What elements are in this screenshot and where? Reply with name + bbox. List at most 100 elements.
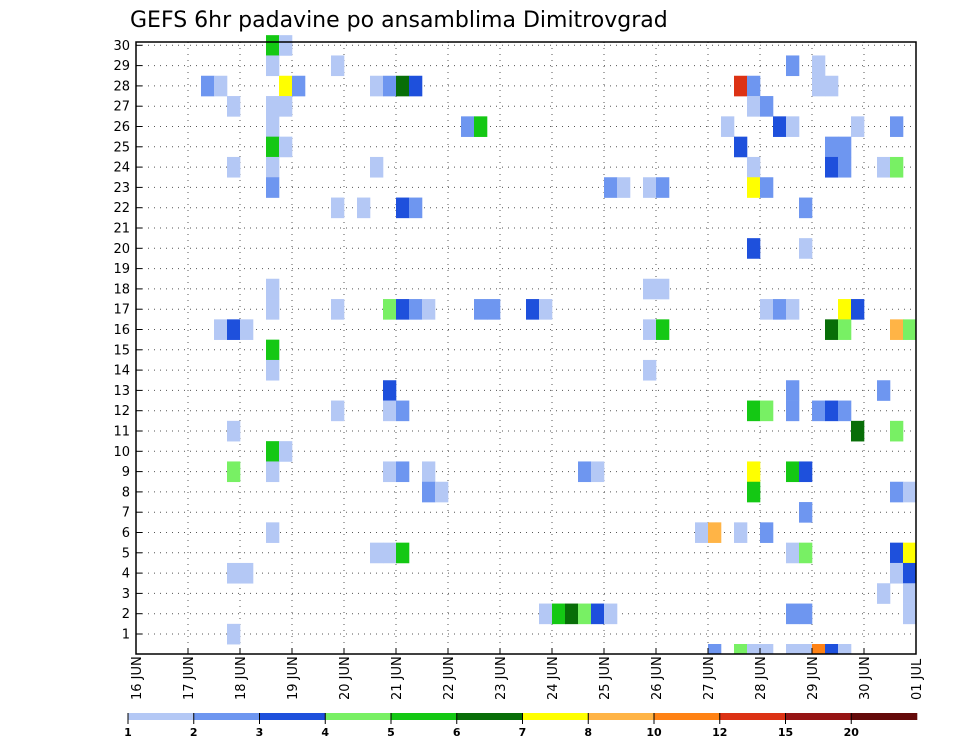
data-cells bbox=[201, 35, 917, 654]
precip-cell-bottom bbox=[812, 644, 826, 654]
precip-cell bbox=[591, 461, 605, 483]
precip-cell bbox=[734, 522, 748, 543]
precip-cell bbox=[396, 197, 410, 219]
y-tick-label: 6 bbox=[122, 526, 130, 541]
y-tick-label: 8 bbox=[122, 485, 130, 500]
precip-cell bbox=[799, 603, 813, 625]
y-tick-label: 3 bbox=[122, 587, 130, 602]
precip-cell bbox=[266, 461, 280, 483]
precip-cell bbox=[240, 319, 254, 340]
y-tick-label: 22 bbox=[113, 201, 130, 216]
x-tick-label: 30 JUN bbox=[858, 656, 873, 700]
colorbar-label: 5 bbox=[387, 726, 395, 739]
x-tick-label: 19 JUN bbox=[286, 656, 301, 700]
y-tick-label: 13 bbox=[113, 384, 130, 399]
precip-cell bbox=[890, 562, 904, 584]
precip-cell bbox=[279, 441, 293, 462]
precip-cell bbox=[786, 380, 800, 401]
precip-cell bbox=[747, 75, 761, 97]
precip-cell bbox=[214, 319, 228, 340]
precip-cell bbox=[383, 400, 397, 422]
precip-cell bbox=[383, 299, 397, 320]
precip-cell bbox=[227, 156, 241, 178]
precip-cell-bottom bbox=[838, 644, 852, 654]
x-tick-label: 18 JUN bbox=[234, 656, 249, 700]
precip-cell bbox=[370, 156, 384, 178]
precip-cell bbox=[422, 299, 436, 320]
y-tick-label: 18 bbox=[113, 282, 130, 297]
y-tick-label: 10 bbox=[113, 445, 130, 460]
y-tick-label: 28 bbox=[113, 79, 130, 94]
precip-cell bbox=[201, 75, 215, 97]
colorbar-segment bbox=[128, 713, 195, 720]
precip-cell bbox=[643, 359, 657, 381]
precip-cell bbox=[903, 542, 917, 564]
precip-cell bbox=[409, 299, 423, 320]
precip-cell bbox=[279, 75, 293, 97]
precip-cell bbox=[890, 156, 904, 178]
precip-cell bbox=[396, 542, 410, 564]
precip-cell bbox=[266, 522, 280, 543]
precip-cell bbox=[838, 319, 852, 340]
precip-cell bbox=[383, 75, 397, 97]
precip-cell bbox=[331, 400, 345, 422]
colorbar-segment bbox=[588, 713, 655, 720]
precip-cell bbox=[903, 481, 917, 503]
precip-cell bbox=[266, 339, 280, 361]
precip-cell bbox=[890, 116, 904, 137]
precip-cell bbox=[604, 603, 618, 625]
colorbar-segment bbox=[391, 713, 458, 720]
y-tick-label: 9 bbox=[122, 465, 130, 480]
precip-cell bbox=[838, 136, 852, 158]
precip-cell bbox=[383, 461, 397, 483]
colorbar-label: 1 bbox=[124, 726, 132, 739]
y-tick-label: 23 bbox=[113, 181, 130, 196]
y-tick-label: 17 bbox=[113, 303, 130, 318]
precip-cell bbox=[721, 116, 735, 137]
y-tick-label: 2 bbox=[122, 607, 130, 622]
y-tick-label: 21 bbox=[113, 222, 130, 237]
precip-cell bbox=[383, 542, 397, 564]
precip-cell bbox=[812, 75, 826, 97]
precip-cell bbox=[786, 461, 800, 483]
plot-frame bbox=[135, 41, 917, 655]
precip-cell bbox=[799, 542, 813, 564]
precip-cell bbox=[266, 35, 280, 56]
precip-cell bbox=[266, 177, 280, 198]
colorbar-segment bbox=[851, 713, 918, 720]
precip-cell bbox=[279, 96, 293, 117]
precip-cell bbox=[643, 319, 657, 340]
colorbar-label: 6 bbox=[453, 726, 461, 739]
precip-cell bbox=[747, 177, 761, 198]
precip-cell bbox=[773, 116, 787, 137]
precip-cell bbox=[279, 136, 293, 158]
precip-cell bbox=[539, 299, 553, 320]
precip-cell bbox=[812, 55, 826, 77]
y-tick-label: 11 bbox=[113, 425, 130, 440]
y-tick-label: 29 bbox=[113, 59, 130, 74]
colorbar-segment bbox=[719, 713, 786, 720]
y-tick-label: 27 bbox=[113, 100, 130, 115]
y-tick-label: 30 bbox=[113, 39, 130, 54]
precip-cell bbox=[227, 420, 241, 442]
precip-cell bbox=[656, 278, 670, 300]
precip-cell bbox=[747, 461, 761, 483]
y-tick-label: 1 bbox=[122, 628, 130, 643]
y-tick-label: 14 bbox=[113, 364, 130, 379]
precip-cell bbox=[578, 461, 592, 483]
precip-cell bbox=[851, 116, 865, 137]
precip-cell bbox=[227, 623, 241, 645]
precip-cell bbox=[747, 238, 761, 259]
precip-cell bbox=[266, 96, 280, 117]
x-tick-label: 25 JUN bbox=[598, 656, 613, 700]
precip-cell bbox=[838, 400, 852, 422]
precip-cell bbox=[903, 562, 917, 584]
x-tick-label: 26 JUN bbox=[650, 656, 665, 700]
y-tick-label: 15 bbox=[113, 343, 130, 358]
precip-cell bbox=[370, 75, 384, 97]
precip-cell bbox=[396, 400, 410, 422]
y-tick-label: 5 bbox=[122, 546, 130, 561]
precip-cell bbox=[903, 583, 917, 604]
precip-cell bbox=[422, 481, 436, 503]
precip-cell bbox=[656, 319, 670, 340]
